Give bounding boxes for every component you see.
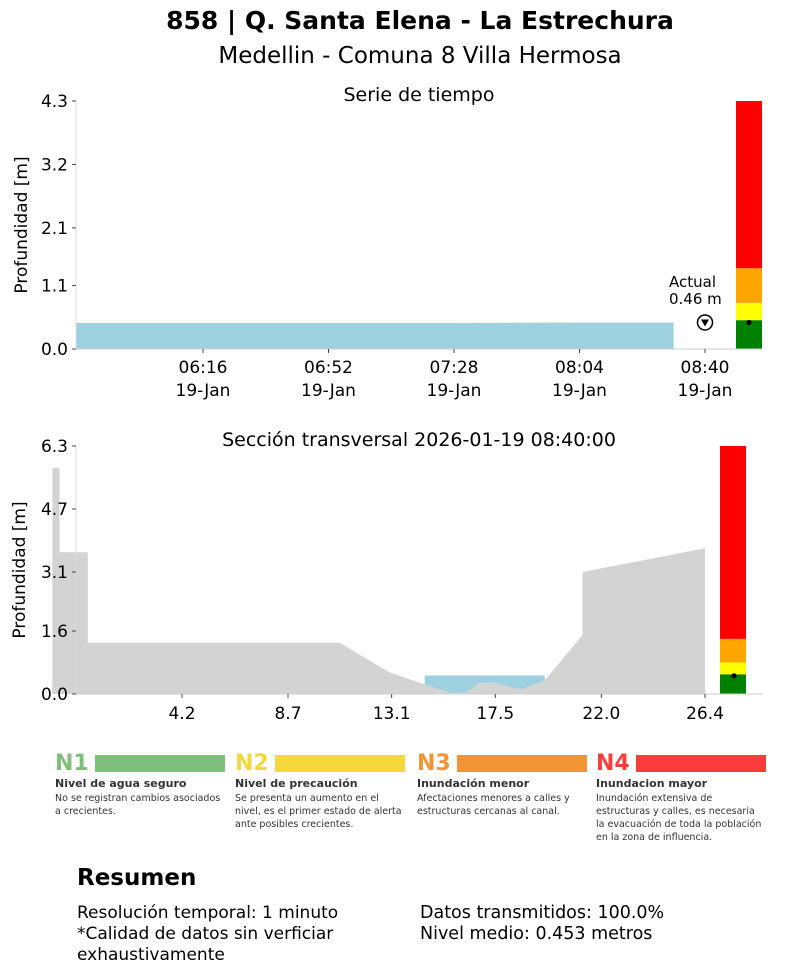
legend-n3: N3 Inundación menor Afectaciones menores… bbox=[417, 750, 587, 818]
legend-code: N2 bbox=[235, 750, 269, 776]
x-tick-label: 06:16 bbox=[179, 358, 228, 378]
y-tick-label: 1.1 bbox=[41, 277, 68, 297]
legend-color-bar bbox=[457, 754, 587, 772]
ground-profile-area bbox=[52, 467, 705, 694]
legend-n4: N4 Inundacion mayor Inundación extensiva… bbox=[596, 750, 766, 844]
x-tick-label: 06:52 bbox=[304, 358, 353, 378]
legend-title: Nivel de precaución bbox=[235, 777, 358, 790]
current-level-arrow-icon bbox=[701, 319, 709, 327]
legend-code: N3 bbox=[417, 750, 451, 776]
y-tick-label: 1.6 bbox=[41, 622, 68, 642]
x-tick-label: 4.2 bbox=[168, 704, 195, 724]
summary-mean-level: Nivel medio: 0.453 metros bbox=[420, 924, 653, 944]
legend-n1: N1 Nivel de agua seguro No se registran … bbox=[55, 750, 225, 818]
y-axis-label: Profundidad [m] bbox=[10, 501, 30, 638]
legend-description: No se registran cambios asociados a crec… bbox=[55, 793, 221, 817]
level-band-n1 bbox=[720, 674, 746, 694]
y-tick-label: 6.3 bbox=[41, 437, 68, 457]
summary-title: Resumen bbox=[77, 865, 197, 891]
legend-n2: N2 Nivel de precaución Se presenta un au… bbox=[235, 750, 405, 831]
x-tick-label: 08:40 bbox=[681, 358, 730, 378]
level-band-n2 bbox=[736, 302, 762, 321]
legend-description: Inundación extensiva de estructuras y ca… bbox=[596, 793, 762, 843]
y-tick-label: 3.1 bbox=[41, 563, 68, 583]
legend-color-bar bbox=[636, 754, 766, 772]
series-area bbox=[76, 322, 674, 349]
summary-transmitted: Datos transmitidos: 100.0% bbox=[420, 903, 665, 923]
chart-title: Serie de tiempo bbox=[344, 84, 495, 106]
annotation-label: Actual bbox=[669, 273, 716, 291]
y-axis-label: Profundidad [m] bbox=[12, 156, 32, 293]
legend-color-bar bbox=[95, 754, 225, 772]
legend-code: N1 bbox=[55, 750, 89, 776]
level-marker-dot bbox=[746, 319, 752, 326]
annotation-value: 0.46 m bbox=[669, 290, 722, 308]
x-tick-label: 22.0 bbox=[582, 704, 620, 724]
legend-description: Se presenta un aumento en el nivel, es e… bbox=[235, 793, 402, 830]
y-tick-label: 0.0 bbox=[41, 340, 68, 360]
level-band-n4 bbox=[736, 101, 762, 269]
y-tick-label: 0.0 bbox=[41, 685, 68, 705]
y-tick-label: 2.1 bbox=[41, 219, 68, 239]
y-tick-label: 4.3 bbox=[41, 92, 68, 112]
level-marker-dot bbox=[731, 673, 737, 679]
station-subtitle: Medellin - Comuna 8 Villa Hermosa bbox=[218, 43, 621, 69]
x-tick-date: 19-Jan bbox=[552, 381, 607, 401]
cross-section-chart: Sección transversal 2026-01-19 08:40:00 0… bbox=[10, 429, 763, 724]
summary-right: Datos transmitidos: 100.0% Nivel medio: … bbox=[420, 903, 664, 945]
x-tick-date: 19-Jan bbox=[176, 381, 231, 401]
x-tick-date: 19-Jan bbox=[678, 381, 733, 401]
time-series-chart: Serie de tiempo 0.0 1.1 2.1 3.2 4.3 Profundida… bbox=[12, 84, 762, 401]
x-tick-label: 07:28 bbox=[430, 358, 479, 378]
station-title: 858 | Q. Santa Elena - La Estrechura bbox=[166, 6, 674, 35]
x-tick-label: 8.7 bbox=[274, 704, 301, 724]
x-tick-label: 13.1 bbox=[373, 704, 411, 724]
level-band-n3 bbox=[720, 638, 746, 663]
summary-resolution: Resolución temporal: 1 minuto bbox=[77, 903, 339, 923]
legend-code: N4 bbox=[596, 750, 630, 776]
level-band-n4 bbox=[720, 446, 746, 639]
legend-title: Inundacion mayor bbox=[596, 777, 708, 790]
x-tick-label: 26.4 bbox=[686, 704, 724, 724]
x-tick-date: 19-Jan bbox=[301, 381, 356, 401]
chart-title: Sección transversal 2026-01-19 08:40:00 bbox=[222, 429, 616, 451]
summary-quality-line1: *Calidad de datos sin verficiar bbox=[77, 924, 334, 944]
y-tick-label: 4.7 bbox=[41, 500, 68, 520]
legend-color-bar bbox=[275, 754, 405, 772]
summary-left: Resolución temporal: 1 minuto *Calidad d… bbox=[77, 903, 397, 966]
x-tick-label: 08:04 bbox=[555, 358, 604, 378]
legend-title: Inundación menor bbox=[417, 777, 530, 790]
level-band-n3 bbox=[736, 268, 762, 303]
x-tick-label: 17.5 bbox=[476, 704, 514, 724]
y-tick-label: 3.2 bbox=[41, 155, 68, 175]
x-tick-date: 19-Jan bbox=[427, 381, 482, 401]
legend-description: Afectaciones menores a calles y estructu… bbox=[417, 793, 570, 817]
summary-quality-line2: exhaustivamente bbox=[77, 945, 225, 965]
legend-title: Nivel de agua seguro bbox=[55, 777, 187, 790]
level-band-n2 bbox=[720, 662, 746, 675]
